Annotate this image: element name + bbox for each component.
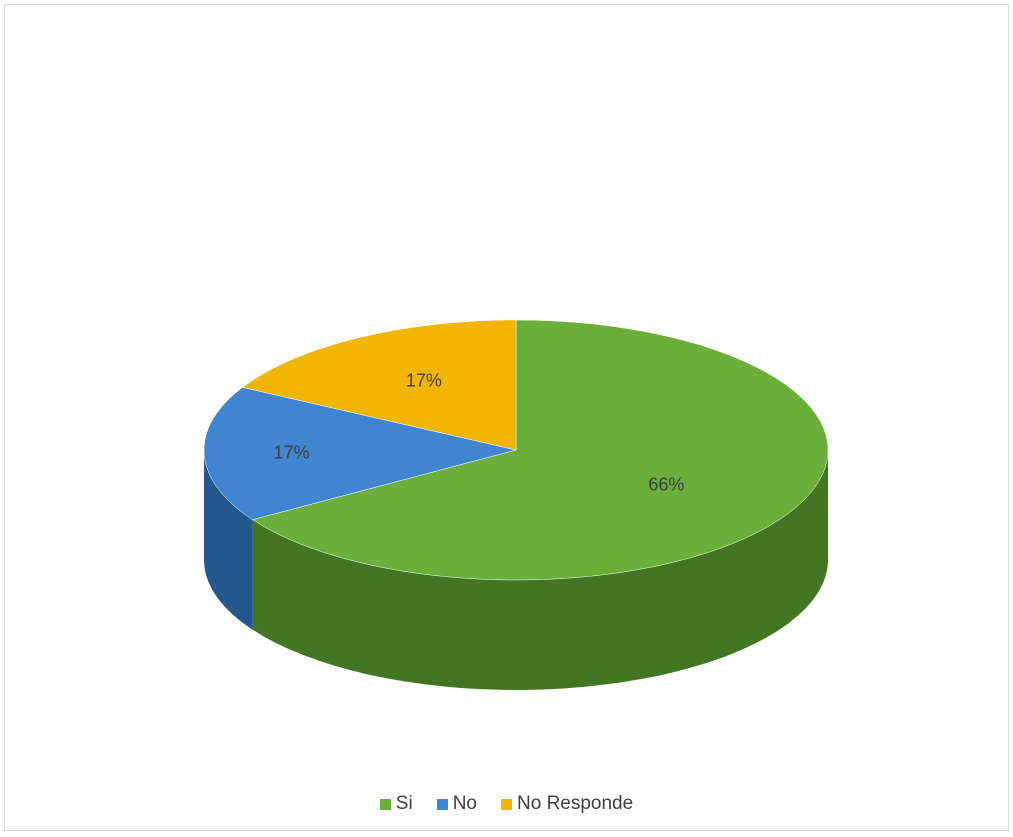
legend-label-no: No bbox=[452, 793, 477, 814]
legend-item-si: Si bbox=[379, 793, 413, 815]
legend-swatch-si bbox=[379, 798, 391, 810]
chart-frame: 66% 17% 17% Si No No Responde bbox=[4, 4, 1009, 831]
slice-si bbox=[251, 319, 829, 581]
legend-swatch-no-responde bbox=[501, 798, 512, 810]
slice-si-label: 66% bbox=[648, 474, 684, 494]
slice-no-label: 17% bbox=[273, 443, 309, 463]
legend-label-si: Si bbox=[395, 793, 413, 814]
legend-item-no-responde: No Responde bbox=[501, 793, 633, 815]
pie-chart: 66% 17% 17% bbox=[203, 319, 829, 690]
slice-no-side bbox=[204, 450, 253, 630]
legend-item-no: No bbox=[436, 793, 477, 815]
slice-no-responde bbox=[242, 319, 517, 451]
slice-no bbox=[203, 387, 517, 520]
legend-swatch-no bbox=[436, 798, 448, 810]
legend-label-no-responde: No Responde bbox=[517, 793, 634, 814]
legend: Si No No Responde bbox=[5, 793, 1008, 815]
slice-si-side bbox=[252, 450, 829, 690]
slice-no-responde-label: 17% bbox=[406, 371, 442, 391]
